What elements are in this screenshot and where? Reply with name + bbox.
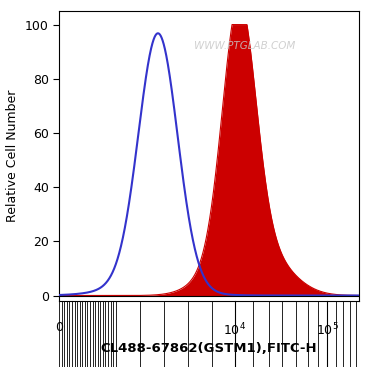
Text: $10^5$: $10^5$ bbox=[316, 321, 339, 338]
Y-axis label: Relative Cell Number: Relative Cell Number bbox=[6, 90, 19, 222]
Text: $10^4$: $10^4$ bbox=[223, 321, 246, 338]
Text: WWW.PTGLAB.COM: WWW.PTGLAB.COM bbox=[194, 41, 296, 51]
Text: CL488-67862(GSTM1),FITC-H: CL488-67862(GSTM1),FITC-H bbox=[101, 342, 317, 355]
Text: 0: 0 bbox=[55, 321, 63, 334]
